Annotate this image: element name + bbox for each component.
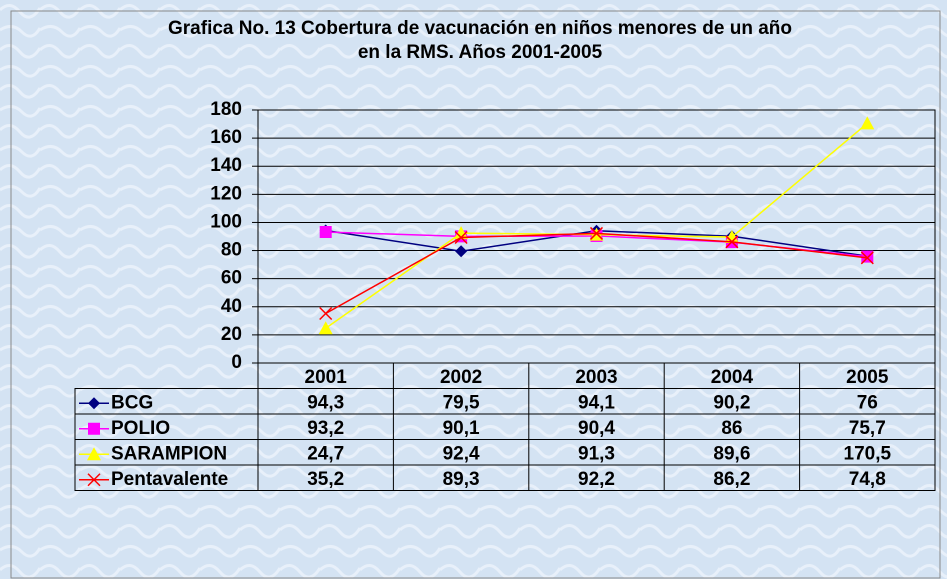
legend-marker	[88, 397, 100, 410]
y-tick-label: 60	[221, 268, 242, 289]
y-tick-label: 40	[221, 296, 242, 317]
data-label: 89,3	[443, 469, 480, 490]
marker	[455, 245, 468, 258]
data-label: 170,5	[844, 443, 892, 464]
legend-label: SARAMPION	[111, 443, 227, 464]
marker	[860, 116, 875, 130]
data-label: 94,3	[307, 392, 344, 413]
data-label: 90,4	[578, 418, 615, 439]
x-tick-label: 2005	[846, 367, 889, 388]
data-label: 92,2	[578, 469, 615, 490]
data-label: 76	[857, 392, 878, 413]
marker	[724, 230, 739, 244]
chart-title: Grafica No. 13 Cobertura de vacunación e…	[168, 18, 792, 39]
data-label: 90,1	[443, 418, 480, 439]
y-tick-label: 100	[210, 211, 242, 232]
data-label: 79,5	[443, 392, 480, 413]
data-label: 93,2	[307, 418, 344, 439]
marker	[725, 235, 739, 249]
y-tick-label: 120	[210, 183, 242, 204]
data-label: 89,6	[713, 443, 750, 464]
y-tick-label: 160	[210, 127, 242, 148]
marker	[860, 251, 874, 265]
data-label: 74,8	[849, 469, 886, 490]
chart-title: en la RMS. Años 2001-2005	[358, 42, 603, 63]
x-tick-label: 2001	[305, 367, 348, 388]
legend-marker	[87, 447, 101, 461]
data-label: 94,1	[578, 392, 615, 413]
marker	[454, 226, 469, 240]
y-tick-label: 0	[231, 352, 242, 373]
legend-label: BCG	[111, 392, 153, 413]
x-tick-label: 2002	[440, 367, 482, 388]
data-label: 75,7	[849, 418, 886, 439]
data-label: 90,2	[713, 392, 750, 413]
legend-marker	[88, 422, 100, 435]
chart-border	[10, 10, 941, 579]
data-label: 92,4	[443, 443, 480, 464]
data-label: 91,3	[578, 443, 615, 464]
legend-label: POLIO	[111, 418, 170, 439]
y-tick-label: 80	[221, 240, 242, 261]
legend-marker	[87, 473, 101, 487]
marker	[454, 230, 468, 245]
data-label: 35,2	[307, 469, 344, 490]
marker	[589, 226, 604, 240]
data-label: 24,7	[307, 443, 344, 464]
y-tick-label: 20	[221, 324, 242, 345]
marker	[319, 226, 332, 239]
x-tick-label: 2003	[575, 367, 617, 388]
legend-label: Pentavalente	[111, 469, 228, 490]
data-label: 86,2	[713, 469, 750, 490]
marker	[861, 250, 874, 263]
data-label: 86	[721, 418, 742, 439]
x-tick-label: 2004	[711, 367, 754, 388]
y-tick-label: 180	[210, 99, 242, 120]
y-tick-label: 140	[210, 155, 242, 176]
marker	[319, 306, 333, 321]
marker	[318, 321, 333, 335]
